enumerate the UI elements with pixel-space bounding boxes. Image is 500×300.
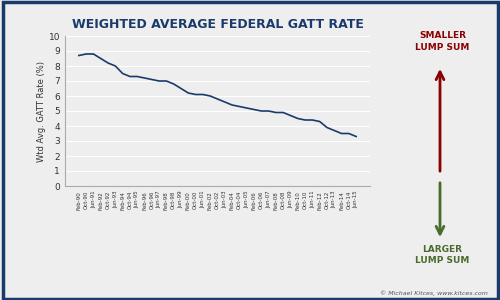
Text: © Michael Kitces, www.kitces.com: © Michael Kitces, www.kitces.com (380, 291, 488, 296)
Text: SMALLER
LUMP SUM: SMALLER LUMP SUM (416, 32, 470, 52)
Y-axis label: Wtd Avg. GATT Rate (%): Wtd Avg. GATT Rate (%) (37, 61, 46, 161)
Text: LARGER
LUMP SUM: LARGER LUMP SUM (416, 244, 470, 265)
Title: WEIGHTED AVERAGE FEDERAL GATT RATE: WEIGHTED AVERAGE FEDERAL GATT RATE (72, 18, 364, 31)
